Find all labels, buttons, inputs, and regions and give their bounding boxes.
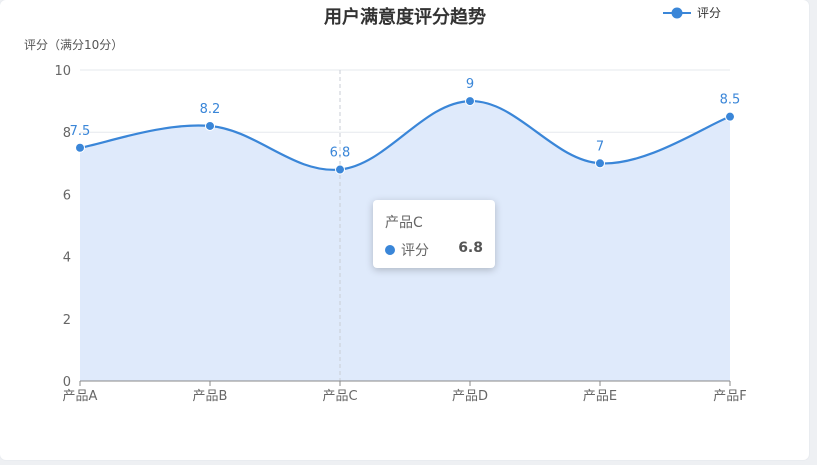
y-tick-label: 4 xyxy=(63,251,71,266)
chart-title: 用户满意度评分趋势 xyxy=(324,6,486,28)
tooltip-category: 产品C xyxy=(385,215,423,231)
x-tick-label: 产品F xyxy=(713,389,746,404)
legend-marker-icon xyxy=(671,7,683,19)
y-tick-label: 6 xyxy=(63,188,71,203)
data-point[interactable] xyxy=(595,158,605,169)
chart-tooltip: 产品C 评分 6.8 xyxy=(373,200,495,268)
data-label: 9 xyxy=(466,77,474,92)
legend[interactable]: 评分 xyxy=(663,6,721,20)
tooltip-row: 评分 xyxy=(385,240,429,260)
y-tick-label: 10 xyxy=(54,64,71,79)
series-line xyxy=(79,99,731,171)
x-tick-label: 产品C xyxy=(322,389,357,404)
x-tick-label: 产品A xyxy=(63,389,98,404)
x-tick-label: 产品B xyxy=(193,389,228,404)
tooltip-series-name: 评分 xyxy=(401,243,429,259)
data-label: 8.2 xyxy=(200,102,221,117)
chart-card: 用户满意度评分趋势 评分（满分10分） 评分 0 2 4 6 8 10 7.5 8.2 6.8… xyxy=(0,0,809,460)
tooltip-value: 6.8 xyxy=(458,240,483,256)
data-point[interactable] xyxy=(205,120,215,131)
data-label: 6.8 xyxy=(330,146,351,161)
y-tick-label: 0 xyxy=(63,375,71,390)
x-axis-ticks: 产品A 产品B 产品C 产品D 产品E 产品F xyxy=(63,381,747,404)
data-points: 7.5 8.2 6.8 9 7 8.5 xyxy=(70,77,741,175)
data-point[interactable] xyxy=(75,142,85,153)
data-point[interactable] xyxy=(335,164,345,175)
legend-label: 评分 xyxy=(697,6,721,20)
x-tick-label: 产品D xyxy=(452,389,488,404)
x-tick-label: 产品E xyxy=(583,389,617,404)
y-tick-label: 2 xyxy=(63,313,71,328)
y-axis-ticks: 0 2 4 6 8 10 xyxy=(54,64,71,390)
data-point[interactable] xyxy=(465,96,475,107)
data-label: 8.5 xyxy=(720,93,741,108)
y-tick-label: 8 xyxy=(63,126,71,141)
data-label: 7 xyxy=(596,139,604,154)
tooltip-dot-icon xyxy=(385,245,395,255)
y-axis-label: 评分（满分10分） xyxy=(24,38,123,52)
data-point[interactable] xyxy=(725,111,735,122)
data-label: 7.5 xyxy=(70,124,91,139)
